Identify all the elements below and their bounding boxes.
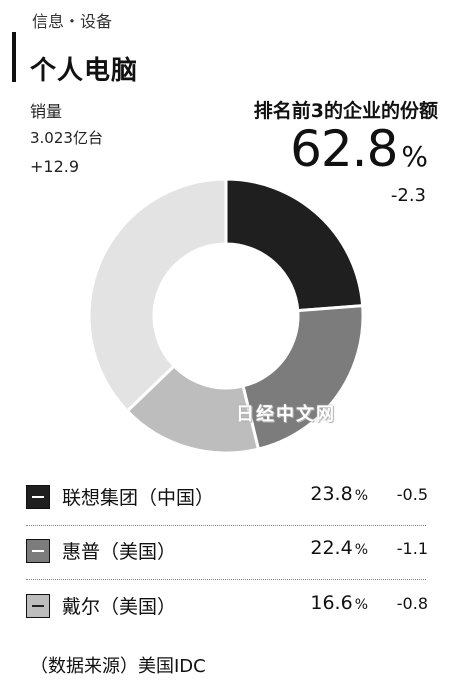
minus-icon [32,605,44,607]
category-label: 信息・设备 [32,12,113,31]
top3-share-number: 62.8 [290,120,398,178]
data-source: （数据来源）美国IDC [30,656,206,677]
minus-icon [32,550,44,552]
top3-share-label: 排名前3的企业的份额 [253,100,438,122]
legend-row: 惠普（美国） 22.4% -1.1 [22,537,428,567]
sales-label: 销量 [30,102,63,121]
top3-share-value: 62.8% [290,120,428,178]
legend-company-name: 惠普（美国） [62,541,177,563]
pie-slice-2 [241,304,365,451]
percent-unit: % [354,542,368,558]
top3-share-change: -2.3 [390,185,426,206]
legend-share-change: -0.8 [396,594,428,613]
legend-share-change: -1.1 [396,539,428,558]
legend-swatch [26,594,50,618]
chart-title: 个人电脑 [30,56,139,86]
legend-divider [26,579,426,580]
legend-share-value: 23.8% [310,483,368,505]
pie-slice-4 [87,177,228,414]
legend-divider [26,525,426,526]
title-accent-bar [12,32,16,82]
legend-company-name: 联想集团（中国） [62,487,215,509]
percent-unit: % [354,488,368,504]
legend-swatch [26,485,50,509]
sales-value: 3.023亿台 [30,129,103,147]
top3-share-unit: % [401,140,428,173]
legend-share-change: -0.5 [396,485,428,504]
legend-share-value: 16.6% [310,592,368,614]
legend-row: 联想集团（中国） 23.8% -0.5 [22,483,428,513]
legend-company-name: 戴尔（美国） [62,596,177,618]
data-label: 23.8 [310,483,353,505]
legend-swatch [26,539,50,563]
minus-icon [32,496,44,498]
sales-change: +12.9 [30,157,80,176]
watermark: 日经中文网 [236,404,336,425]
percent-unit: % [354,597,368,613]
data-label: 16.6 [310,592,353,614]
legend-row: 戴尔（美国） 16.6% -0.8 [22,592,428,622]
legend-share-value: 22.4% [310,537,368,559]
pie-slice-1 [224,177,365,313]
data-label: 22.4 [310,537,353,559]
